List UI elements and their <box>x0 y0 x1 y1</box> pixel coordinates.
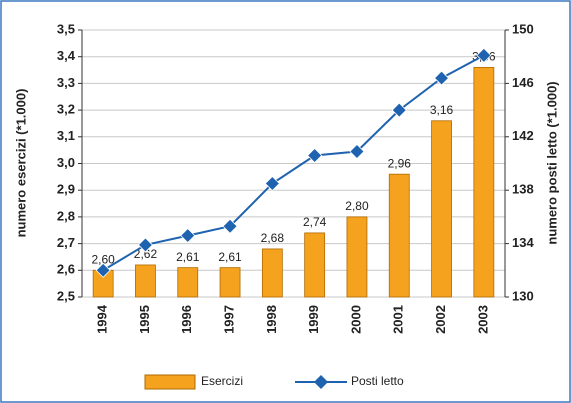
value-label: 2,62 <box>134 247 158 261</box>
marker <box>307 147 323 164</box>
y2-tick-label: 142 <box>512 128 534 143</box>
y-tick-label: 3,4 <box>57 48 76 63</box>
y-tick-label: 3,3 <box>57 75 75 90</box>
x-tick-label: 1996 <box>179 305 194 334</box>
legend-label: Esercizi <box>201 374 243 388</box>
y2-tick-label: 150 <box>512 21 534 36</box>
value-label: 3,16 <box>430 103 454 117</box>
marker <box>391 102 407 118</box>
line <box>102 54 485 272</box>
y-tick-label: 3,1 <box>57 128 75 143</box>
y-tick-label: 3,2 <box>57 102 75 117</box>
value-label: 2,60 <box>91 252 115 266</box>
bar <box>177 267 199 298</box>
legend-label: Posti letto <box>351 374 404 388</box>
y-tick-label: 2,7 <box>57 235 75 250</box>
y-tick-label: 2,8 <box>57 208 75 223</box>
y-tick-label: 2,6 <box>57 262 75 277</box>
marker <box>180 228 196 244</box>
bar <box>219 267 241 298</box>
legend-marker <box>314 375 328 389</box>
value-label: 2,74 <box>303 215 327 229</box>
x-tick-label: 2001 <box>391 305 406 334</box>
value-label: 2,68 <box>261 231 285 245</box>
y-tick-label: 3,5 <box>57 21 75 36</box>
x-tick-label: 1999 <box>306 305 321 334</box>
y2-axis-label: numero posti letto (*1.000) <box>544 81 559 244</box>
marker <box>222 218 238 234</box>
x-tick-label: 1995 <box>137 305 152 334</box>
y2-tick-label: 134 <box>512 235 534 250</box>
value-label: 2,80 <box>345 199 369 213</box>
x-tick-label: 1997 <box>221 305 236 334</box>
y2-tick-label: 138 <box>512 182 534 197</box>
y-tick-label: 3,0 <box>57 155 75 170</box>
marker <box>264 175 280 192</box>
legend-swatch <box>144 374 196 390</box>
y-tick-label: 2,5 <box>57 288 75 303</box>
y2-tick-label: 146 <box>512 75 534 90</box>
bar <box>473 66 495 298</box>
y2-tick-label: 130 <box>512 288 534 303</box>
y-axis-label: numero esercizi (*1.000) <box>13 89 28 238</box>
value-label: 2,61 <box>176 250 200 264</box>
marker <box>433 70 450 86</box>
marker <box>137 237 154 253</box>
bar <box>261 248 283 298</box>
bar <box>304 232 326 298</box>
marker <box>349 143 365 160</box>
x-tick-label: 1994 <box>95 304 110 334</box>
marker <box>476 47 492 63</box>
bar <box>431 120 452 298</box>
y-tick-label: 2,9 <box>57 182 75 197</box>
x-tick-label: 1998 <box>264 305 279 334</box>
bar <box>346 216 368 298</box>
value-label: 2,96 <box>388 156 412 170</box>
x-tick-label: 2002 <box>433 305 448 334</box>
bar <box>135 264 156 298</box>
bar <box>388 173 410 298</box>
x-tick-label: 2003 <box>475 305 490 334</box>
marker <box>95 262 111 278</box>
value-label: 2,61 <box>218 250 242 264</box>
x-tick-label: 2000 <box>348 305 363 334</box>
